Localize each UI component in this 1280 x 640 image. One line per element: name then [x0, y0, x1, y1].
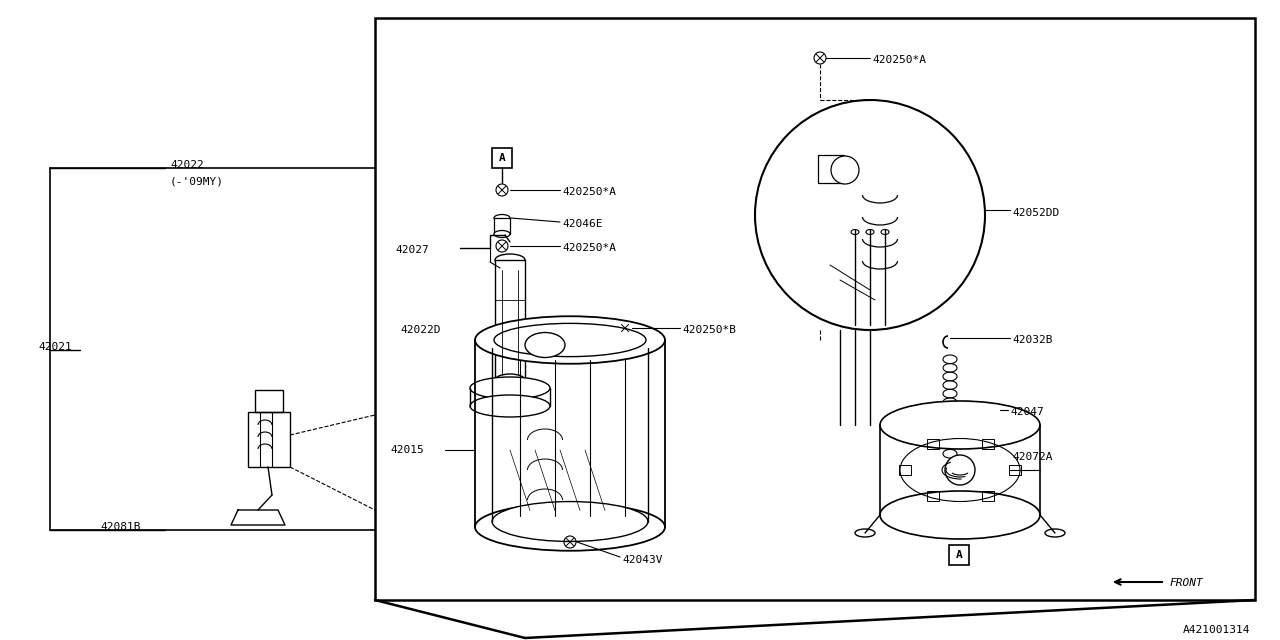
- Ellipse shape: [851, 230, 859, 234]
- Text: (-'09MY): (-'09MY): [170, 176, 224, 186]
- Bar: [927, 439, 938, 449]
- Ellipse shape: [855, 529, 876, 537]
- Text: 42032B: 42032B: [1012, 335, 1052, 345]
- Text: A421001314: A421001314: [1183, 625, 1251, 635]
- Text: A: A: [956, 550, 963, 560]
- Text: FRONT: FRONT: [1170, 578, 1203, 588]
- Text: 420250*A: 420250*A: [562, 187, 616, 197]
- Ellipse shape: [475, 316, 666, 364]
- Text: 42072A: 42072A: [1012, 452, 1052, 462]
- Ellipse shape: [494, 214, 509, 221]
- Ellipse shape: [525, 333, 564, 358]
- Bar: [982, 491, 993, 501]
- Ellipse shape: [495, 254, 525, 266]
- Circle shape: [945, 455, 975, 485]
- Bar: [495, 260, 525, 380]
- Text: 42022: 42022: [170, 160, 204, 170]
- Bar: [818, 155, 844, 183]
- Circle shape: [755, 100, 986, 330]
- Ellipse shape: [494, 323, 646, 356]
- Ellipse shape: [1044, 529, 1065, 537]
- Ellipse shape: [492, 502, 648, 541]
- Ellipse shape: [470, 377, 550, 399]
- Bar: [492, 148, 512, 168]
- Bar: [375, 18, 1254, 600]
- Ellipse shape: [495, 374, 525, 386]
- Bar: [494, 218, 509, 234]
- Bar: [982, 439, 993, 449]
- Text: 42027: 42027: [396, 245, 429, 255]
- Ellipse shape: [470, 395, 550, 417]
- Text: 42046E: 42046E: [562, 219, 603, 229]
- Text: 42081B: 42081B: [100, 522, 141, 532]
- Ellipse shape: [881, 230, 890, 234]
- Bar: [1009, 465, 1021, 475]
- Bar: [927, 491, 938, 501]
- Text: 420250*A: 420250*A: [872, 55, 925, 65]
- Ellipse shape: [881, 491, 1039, 539]
- Ellipse shape: [475, 503, 666, 551]
- Text: 42043V: 42043V: [622, 555, 663, 565]
- Text: 42021: 42021: [38, 342, 72, 352]
- Circle shape: [831, 156, 859, 184]
- Text: 42022D: 42022D: [401, 325, 440, 335]
- Text: 420250*A: 420250*A: [562, 243, 616, 253]
- Text: 42052DD: 42052DD: [1012, 208, 1060, 218]
- Ellipse shape: [494, 230, 509, 237]
- Text: 420250*B: 420250*B: [682, 325, 736, 335]
- Ellipse shape: [881, 401, 1039, 449]
- Ellipse shape: [867, 230, 874, 234]
- Bar: [899, 465, 911, 475]
- Text: 42047: 42047: [1010, 407, 1043, 417]
- Bar: [255, 390, 283, 412]
- Text: 42015: 42015: [390, 445, 424, 455]
- Bar: [948, 545, 969, 565]
- Bar: [248, 412, 291, 467]
- Text: A: A: [499, 153, 506, 163]
